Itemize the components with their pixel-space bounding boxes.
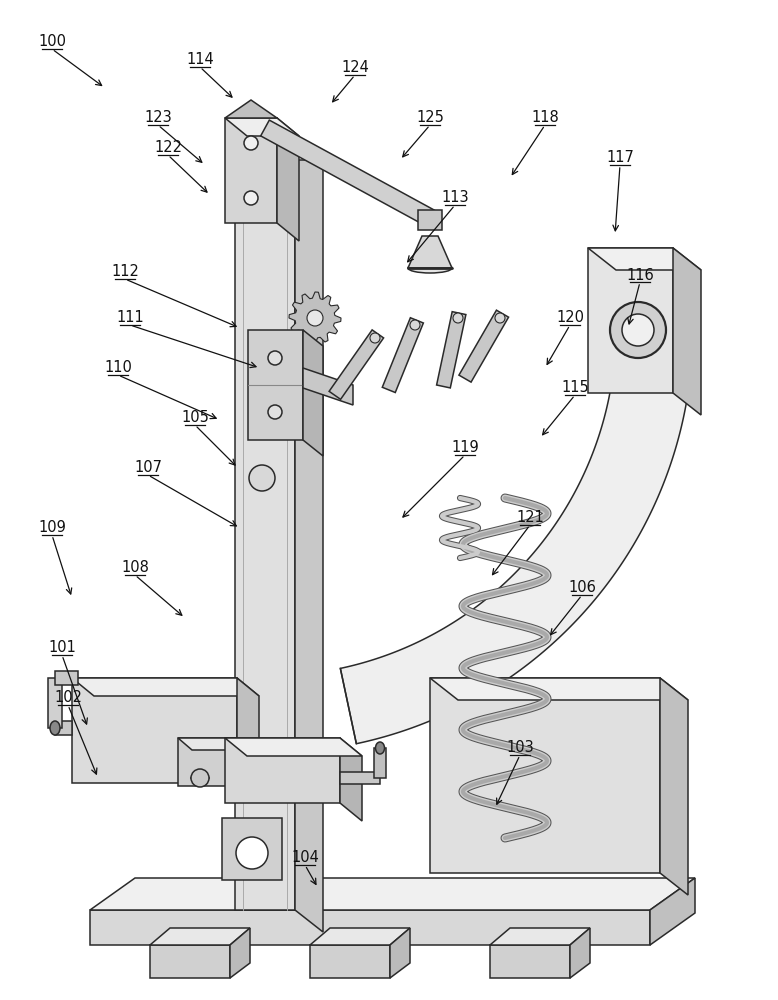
Bar (418, 210, 442, 230)
Polygon shape (261, 120, 434, 226)
Polygon shape (178, 738, 250, 750)
Circle shape (410, 320, 420, 330)
Polygon shape (90, 910, 650, 945)
Bar (225, 118, 277, 223)
Circle shape (370, 333, 380, 343)
Text: 106: 106 (568, 580, 596, 595)
Polygon shape (277, 118, 299, 241)
Text: 120: 120 (556, 310, 584, 326)
Bar (235, 138, 295, 910)
Ellipse shape (408, 263, 452, 273)
Text: 105: 105 (181, 410, 209, 426)
Text: 104: 104 (291, 850, 319, 865)
Polygon shape (55, 671, 78, 685)
Polygon shape (490, 928, 590, 945)
Text: 102: 102 (54, 690, 82, 706)
Polygon shape (660, 678, 688, 895)
Bar (588, 248, 673, 393)
Polygon shape (237, 678, 259, 801)
Polygon shape (235, 138, 323, 160)
Polygon shape (650, 878, 695, 945)
Polygon shape (225, 118, 299, 136)
Bar (222, 818, 282, 880)
Bar (72, 678, 237, 783)
Circle shape (249, 465, 275, 491)
Text: 100: 100 (38, 34, 66, 49)
Text: 122: 122 (154, 140, 182, 155)
Circle shape (495, 313, 505, 323)
Text: 117: 117 (606, 150, 634, 165)
Circle shape (453, 313, 463, 323)
Polygon shape (150, 928, 250, 945)
Polygon shape (310, 945, 390, 978)
Polygon shape (48, 678, 62, 728)
Polygon shape (230, 928, 250, 978)
Text: 112: 112 (111, 264, 139, 279)
Ellipse shape (50, 721, 60, 735)
Polygon shape (289, 292, 341, 344)
Polygon shape (490, 945, 570, 978)
Bar (248, 330, 303, 440)
Polygon shape (430, 678, 688, 700)
Polygon shape (570, 928, 590, 978)
Polygon shape (225, 738, 362, 756)
Polygon shape (236, 738, 250, 798)
Polygon shape (72, 678, 259, 696)
Circle shape (244, 136, 258, 150)
Polygon shape (303, 330, 323, 456)
Text: 113: 113 (441, 190, 469, 206)
Bar (430, 678, 660, 873)
Text: 108: 108 (121, 560, 149, 576)
Circle shape (268, 351, 282, 365)
Text: 103: 103 (506, 740, 534, 756)
Text: 111: 111 (116, 310, 144, 326)
Circle shape (244, 191, 258, 205)
Polygon shape (295, 138, 323, 932)
Polygon shape (340, 291, 693, 744)
Text: 110: 110 (104, 360, 132, 375)
Polygon shape (588, 248, 701, 270)
Text: 121: 121 (516, 510, 544, 526)
Polygon shape (303, 368, 353, 405)
Polygon shape (390, 928, 410, 978)
Text: 107: 107 (134, 460, 162, 476)
Text: 118: 118 (531, 110, 559, 125)
Bar (178, 738, 236, 786)
Polygon shape (340, 738, 362, 821)
Circle shape (191, 769, 209, 787)
Text: 125: 125 (416, 110, 444, 125)
Circle shape (236, 837, 268, 869)
Polygon shape (340, 772, 380, 784)
Circle shape (307, 310, 323, 326)
Text: 115: 115 (561, 380, 589, 395)
Polygon shape (90, 878, 695, 910)
Text: 109: 109 (38, 520, 66, 536)
Text: 114: 114 (186, 52, 214, 68)
Polygon shape (150, 945, 230, 978)
Polygon shape (459, 310, 509, 382)
Text: 116: 116 (626, 267, 654, 282)
Polygon shape (329, 330, 384, 399)
Text: 124: 124 (341, 60, 369, 76)
Polygon shape (374, 748, 386, 778)
Polygon shape (436, 312, 466, 388)
Polygon shape (225, 100, 277, 118)
Text: 123: 123 (144, 110, 172, 125)
Bar (225, 738, 340, 803)
Circle shape (610, 302, 666, 358)
Polygon shape (310, 928, 410, 945)
Text: 119: 119 (451, 440, 479, 456)
Ellipse shape (376, 742, 384, 754)
Polygon shape (673, 248, 701, 415)
Circle shape (622, 314, 654, 346)
Polygon shape (408, 236, 452, 268)
Circle shape (268, 405, 282, 419)
Text: 101: 101 (48, 641, 76, 656)
Polygon shape (382, 318, 423, 393)
Polygon shape (55, 721, 72, 735)
